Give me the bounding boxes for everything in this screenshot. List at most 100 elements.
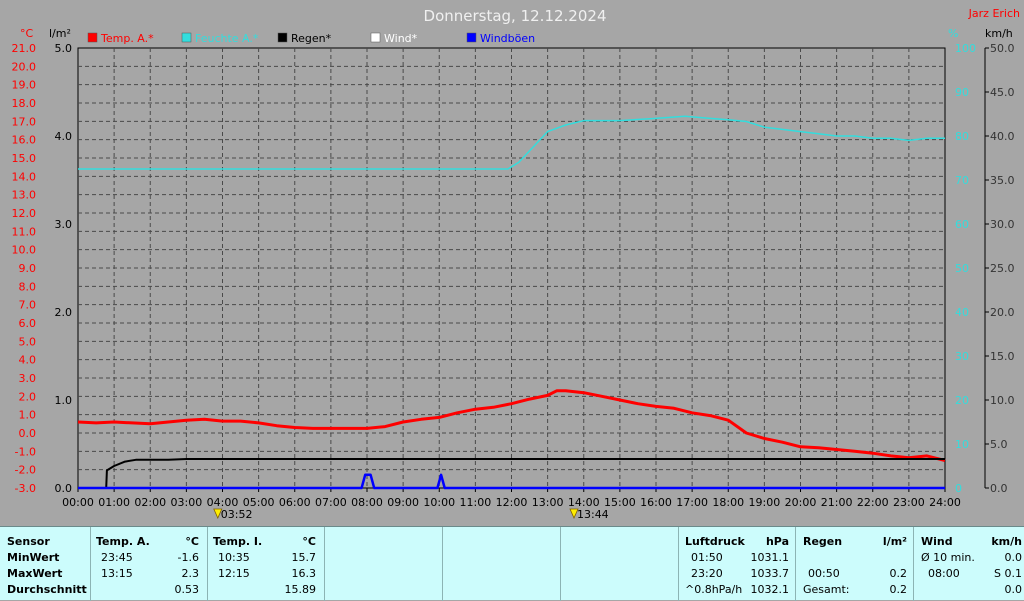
temp-tick-label: 13.0 — [12, 189, 37, 202]
temp-tick-label: 3.0 — [19, 372, 37, 385]
temp-tick-label: 16.0 — [12, 134, 37, 147]
legend-label: Temp. A.* — [100, 32, 154, 45]
rain-header: Regen — [803, 535, 843, 548]
temp-tick-label: 19.0 — [12, 79, 37, 92]
temp-tick-label: 18.0 — [12, 97, 37, 110]
x-tick-label: 12:00 — [496, 496, 528, 509]
legend-label: Wind* — [384, 32, 418, 45]
temp-tick-label: 2.0 — [19, 390, 37, 403]
grid-lines — [78, 48, 945, 488]
rain-time: 00:50 — [808, 567, 840, 580]
temp-i-min-time: 10:35 — [218, 551, 250, 564]
row-label-max: MaxWert — [7, 567, 63, 580]
rain-unit: l/m² — [882, 535, 907, 548]
x-tick-label: 23:00 — [893, 496, 925, 509]
axes: 00:00 01:00 02:00 03:00 04:00 05:00 06:00 07:00… — [12, 27, 1015, 509]
temp-tick-label: 0.0 — [19, 427, 37, 440]
x-tick-label: 06:00 — [279, 496, 311, 509]
x-tick-label: 15:00 — [604, 496, 636, 509]
humidity-tick-label: 0 — [955, 482, 962, 495]
rain-tick-label: 0.0 — [55, 482, 73, 495]
rain-tick-label: 4.0 — [55, 130, 73, 143]
x-tick-label: 10:00 — [423, 496, 455, 509]
sun-markers: 03:52 13:44 — [213, 508, 609, 521]
x-tick-label: 19:00 — [749, 496, 781, 509]
rain-value: 0.2 — [889, 567, 908, 580]
temp-i-unit: °C — [302, 535, 316, 548]
wind-axis-label: km/h — [985, 27, 1013, 40]
x-tick-label: 05:00 — [243, 496, 275, 509]
temp-tick-label: -1.0 — [15, 445, 36, 458]
temp-a-min-time: 23:45 — [101, 551, 133, 564]
x-tick-label: 11:00 — [460, 496, 492, 509]
stats-col-temp-i: Temp. I. °C 10:35 15.7 12:15 16.3 15.89 — [207, 527, 324, 601]
temp-tick-label: 10.0 — [12, 244, 37, 257]
x-tick-label: 14:00 — [568, 496, 600, 509]
temp-tick-label: 5.0 — [19, 335, 37, 348]
pressure-min-time: 01:50 — [691, 551, 723, 564]
legend-swatch — [87, 32, 98, 43]
temp-tick-label: 12.0 — [12, 207, 37, 220]
legend-label: Windböen — [480, 32, 535, 45]
temp-tick-label: 9.0 — [19, 262, 37, 275]
row-label-avg: Durchschnitt — [7, 583, 87, 596]
humidity-tick-label: 10 — [955, 438, 969, 451]
wind-unit: km/h — [991, 535, 1022, 548]
x-tick-label: 17:00 — [676, 496, 708, 509]
temp-tick-label: -3.0 — [15, 482, 36, 495]
wind-tick-label: 45.0 — [990, 86, 1015, 99]
row-label-min: MinWert — [7, 551, 60, 564]
temp-tick-label: 15.0 — [12, 152, 37, 165]
stats-col-temp-a: Temp. A. °C 23:45 -1.6 13:15 2.3 0.53 — [90, 527, 207, 601]
wind-tick-label: 5.0 — [990, 438, 1008, 451]
temp-a-header: Temp. A. — [96, 535, 150, 548]
temp-a-unit: °C — [185, 535, 199, 548]
stats-col-rain: Regen l/m² 00:50 0.2 Gesamt: 0.2 — [795, 527, 913, 601]
humidity-axis-label: % — [948, 27, 958, 40]
wind-avg10-value: 0.0 — [1004, 551, 1023, 564]
wind-tick-label: 40.0 — [990, 130, 1015, 143]
pressure-min-value: 1031.1 — [750, 551, 790, 564]
sensor-header: Sensor — [7, 535, 50, 548]
rain-tick-label: 1.0 — [55, 394, 73, 407]
rain-axis-label: l/m² — [49, 27, 71, 40]
legend-label: Regen* — [291, 32, 332, 45]
legend: Temp. A.* Feuchte A.* Regen* Wind* Windböen — [87, 32, 535, 45]
temp-a-min-value: -1.6 — [177, 551, 199, 564]
x-tick-label: 16:00 — [640, 496, 672, 509]
temp-a-max-value: 2.3 — [181, 567, 200, 580]
rain-tick-label: 5.0 — [55, 42, 73, 55]
pressure-average: 1032.1 — [750, 583, 790, 596]
wind-average: 0.0 — [1004, 583, 1023, 596]
wind-tick-label: 30.0 — [990, 218, 1015, 231]
temp-a-average: 0.53 — [174, 583, 200, 596]
wind-max-dir: S 0.1 — [994, 567, 1022, 580]
temp-tick-label: -2.0 — [15, 464, 36, 477]
humidity-tick-label: 80 — [955, 130, 969, 143]
temp-i-max-value: 16.3 — [291, 567, 317, 580]
wind-avg10-label: Ø 10 min. — [921, 551, 975, 564]
stats-col-wind: Wind km/h Ø 10 min. 0.0 08:00 S 0.1 0.0 — [913, 527, 1024, 601]
temp-tick-label: 6.0 — [19, 317, 37, 330]
temp-tick-label: 7.0 — [19, 299, 37, 312]
temp-axis-label: °C — [20, 27, 34, 40]
statistics-panel: Sensor MinWert MaxWert Durchschnitt Temp… — [0, 526, 1024, 601]
humidity-tick-label: 100 — [955, 42, 976, 55]
temp-i-min-value: 15.7 — [291, 551, 317, 564]
humidity-tick-label: 50 — [955, 262, 969, 275]
temp-tick-label: 8.0 — [19, 280, 37, 293]
wind-max-time: 08:00 — [928, 567, 960, 580]
temp-tick-label: 4.0 — [19, 354, 37, 367]
series-line-windböen — [78, 473, 945, 490]
sun-icon — [213, 508, 223, 519]
humidity-tick-label: 20 — [955, 394, 969, 407]
x-tick-label: 24:00 — [929, 496, 961, 509]
series-line-regen — [78, 458, 945, 489]
x-tick-label: 09:00 — [387, 496, 419, 509]
humidity-tick-label: 30 — [955, 350, 969, 363]
x-tick-label: 20:00 — [785, 496, 817, 509]
wind-tick-label: 35.0 — [990, 174, 1015, 187]
legend-swatch — [181, 32, 192, 43]
wind-tick-label: 10.0 — [990, 394, 1015, 407]
temp-tick-label: 14.0 — [12, 170, 37, 183]
